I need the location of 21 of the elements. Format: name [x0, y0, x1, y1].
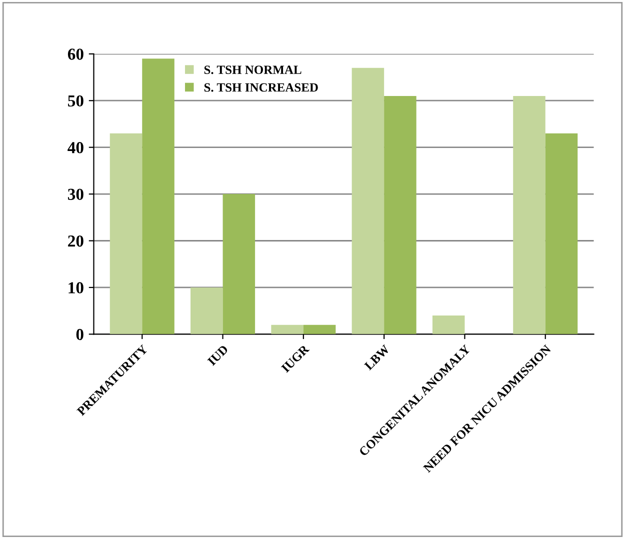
bar [222, 194, 256, 334]
y-tick-label: 60 [68, 48, 84, 60]
bar [271, 324, 304, 334]
y-tick-label: 20 [68, 235, 84, 247]
bar [303, 324, 336, 334]
y-tick-label: 50 [68, 95, 84, 107]
y-tick-label: 40 [68, 142, 84, 154]
bar [545, 133, 578, 334]
y-tick-label: 0 [76, 328, 84, 340]
bar [513, 96, 546, 334]
bar [432, 315, 465, 334]
legend-label: S. TSH NORMAL [204, 66, 302, 74]
bar [352, 68, 384, 334]
bar [384, 96, 416, 334]
x-tick-label: IUD [207, 344, 229, 366]
y-tick-label: 30 [68, 188, 84, 200]
y-tick-label: 10 [68, 282, 84, 294]
bar [190, 287, 223, 334]
bar [142, 58, 174, 334]
bar [110, 133, 142, 334]
legend-label: S. TSH INCREASED [204, 83, 318, 92]
